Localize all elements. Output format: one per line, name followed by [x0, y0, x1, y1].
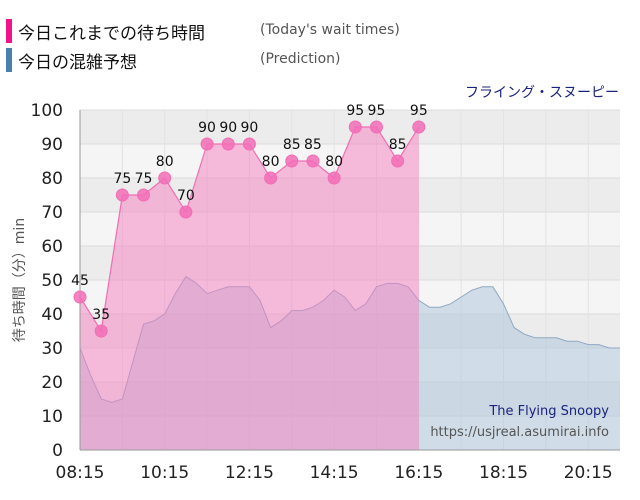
- legend-prediction-label: 今日の混雑予想: [18, 52, 137, 73]
- legend-actual-english: (Today's wait times): [260, 22, 400, 38]
- actual-point: [115, 188, 129, 202]
- y-axis-label: 待ち時間（分）min: [12, 218, 28, 342]
- actual-point: [348, 120, 362, 134]
- data-label: 45: [71, 273, 89, 289]
- actual-point: [391, 154, 405, 168]
- watermark-name: The Flying Snoopy: [488, 404, 609, 419]
- y-tick-label: 100: [31, 101, 63, 121]
- y-tick-labels: 0 10 20 30 40 50 60 70 80 90 100: [31, 101, 63, 461]
- actual-point: [306, 154, 320, 168]
- y-tick-label: 50: [41, 271, 63, 291]
- actual-points: [73, 120, 426, 338]
- y-tick-label: 30: [41, 339, 63, 359]
- data-label: 80: [325, 154, 343, 170]
- data-label: 90: [240, 120, 258, 136]
- actual-point: [73, 290, 87, 304]
- actual-point: [200, 137, 214, 151]
- data-label: 70: [177, 188, 195, 204]
- x-tick-label: 20:15: [564, 463, 613, 483]
- attraction-name: フライング・スヌーピー: [465, 85, 619, 101]
- data-label: 75: [113, 171, 131, 187]
- legend-prediction-english: (Prediction): [260, 51, 341, 67]
- y-tick-label: 10: [41, 407, 63, 427]
- legend-prediction-swatch: [6, 48, 12, 72]
- x-tick-label: 14:15: [310, 463, 359, 483]
- data-label: 35: [92, 307, 110, 323]
- actual-point: [369, 120, 383, 134]
- y-tick-label: 40: [41, 305, 63, 325]
- actual-area: [80, 127, 419, 450]
- y-tick-label: 80: [41, 169, 63, 189]
- y-tick-label: 90: [41, 135, 63, 155]
- legend-actual-label: 今日これまでの待ち時間: [18, 23, 205, 44]
- legend-actual: 今日これまでの待ち時間: [6, 18, 205, 44]
- actual-point: [221, 137, 235, 151]
- x-tick-label: 10:15: [140, 463, 189, 483]
- actual-point: [264, 171, 278, 185]
- actual-point: [158, 171, 172, 185]
- data-label: 80: [156, 154, 174, 170]
- data-label: 85: [389, 137, 407, 153]
- y-tick-label: 20: [41, 373, 63, 393]
- actual-point: [327, 171, 341, 185]
- x-tick-labels: 08:15 10:15 12:15 14:15 16:15 18:15 20:15: [56, 463, 613, 483]
- actual-point: [285, 154, 299, 168]
- data-label: 90: [198, 120, 216, 136]
- x-tick-label: 16:15: [394, 463, 443, 483]
- data-label: 80: [262, 154, 280, 170]
- actual-point: [242, 137, 256, 151]
- y-tick-label: 70: [41, 203, 63, 223]
- data-label: 85: [304, 137, 322, 153]
- watermark-url: https://usjreal.asumirai.info: [430, 425, 609, 440]
- actual-point: [94, 324, 108, 338]
- x-tick-label: 12:15: [225, 463, 274, 483]
- data-label: 90: [219, 120, 237, 136]
- x-tick-label: 08:15: [56, 463, 105, 483]
- actual-point: [179, 205, 193, 219]
- y-tick-label: 60: [41, 237, 63, 257]
- legend-prediction: 今日の混雑予想: [6, 47, 137, 73]
- actual-point: [412, 120, 426, 134]
- data-label: 85: [283, 137, 301, 153]
- x-tick-label: 18:15: [479, 463, 528, 483]
- data-label: 95: [346, 103, 364, 119]
- legend-actual-swatch: [6, 19, 12, 43]
- y-tick-label: 0: [52, 441, 63, 461]
- data-label: 95: [368, 103, 386, 119]
- actual-point: [137, 188, 151, 202]
- axes: [79, 110, 620, 451]
- data-label: 95: [410, 103, 428, 119]
- data-label: 75: [135, 171, 153, 187]
